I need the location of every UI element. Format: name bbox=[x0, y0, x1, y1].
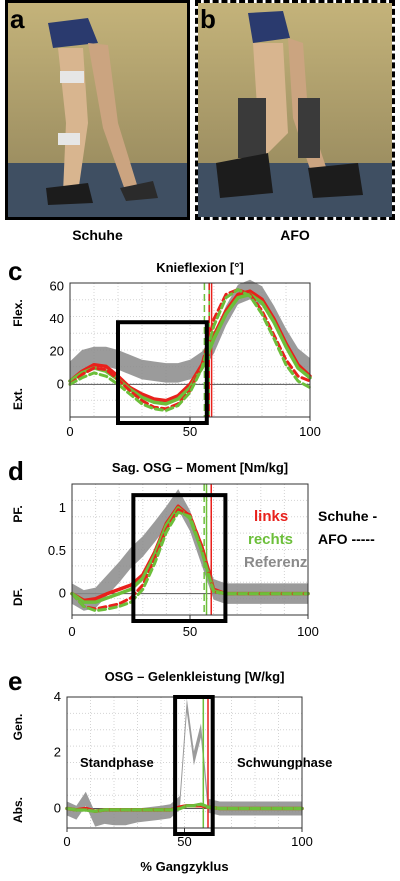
y-label-top: PF. bbox=[11, 505, 25, 522]
caption-afo: AFO bbox=[280, 227, 310, 243]
series-referenz-band bbox=[70, 279, 310, 383]
y-tick-label: 0.5 bbox=[48, 543, 66, 558]
series-rechts_afo bbox=[70, 510, 310, 613]
y-label-top: Gen. bbox=[11, 714, 25, 741]
x-axis-label: % Gangzyklus bbox=[140, 859, 228, 874]
annotation-schwungphase: Schwungphase bbox=[237, 755, 332, 770]
y-tick-label: 0 bbox=[59, 586, 66, 601]
y-label-bottom: Ext. bbox=[11, 388, 25, 410]
y-tick-label: 20 bbox=[50, 344, 64, 359]
x-tick-label: 0 bbox=[68, 624, 75, 639]
legend-links: links bbox=[254, 508, 288, 525]
x-tick-label: 0 bbox=[66, 424, 73, 439]
y-tick-label: 0 bbox=[54, 800, 61, 815]
series-rechts_afo bbox=[68, 288, 312, 412]
y-label-bottom: DF. bbox=[11, 588, 25, 606]
highlight-box bbox=[116, 320, 209, 425]
series-rechts_afo bbox=[65, 802, 304, 813]
annotation-standphase: Standphase bbox=[80, 755, 154, 770]
chart-title: OSG – Gelenkleistung [W/kg] bbox=[105, 669, 285, 684]
chart-osg-moment: d Sag. OSG – Moment [Nm/kg] 0 50 100 0 0.5 1 PF.… bbox=[8, 456, 377, 639]
panel-letter-c: c bbox=[8, 256, 22, 286]
caption-schuhe: Schuhe bbox=[72, 227, 123, 243]
panel-letter-a: a bbox=[10, 4, 25, 34]
y-tick-label: 60 bbox=[50, 278, 64, 293]
legend-referenz: Referenz bbox=[244, 554, 307, 571]
series-referenz-band bbox=[67, 698, 302, 827]
series-links_afo bbox=[70, 508, 310, 611]
chart-osg-gelenkleistung: e OSG – Gelenkleistung [W/kg] 0 50 100 0 2 4 Gen… bbox=[8, 666, 332, 874]
y-label-bottom: Abs. bbox=[11, 797, 25, 823]
x-tick-label: 100 bbox=[299, 424, 321, 439]
legend-rechts: rechts bbox=[248, 531, 293, 548]
panel-letter-d: d bbox=[8, 456, 24, 486]
y-tick-label: 2 bbox=[54, 745, 61, 760]
legend-afo: AFO ----- bbox=[318, 531, 375, 547]
x-tick-label: 100 bbox=[291, 834, 313, 849]
x-tick-label: 100 bbox=[297, 624, 319, 639]
y-tick-label: 40 bbox=[50, 311, 64, 326]
photo-schuhe bbox=[5, 0, 190, 220]
photo-afo bbox=[195, 0, 395, 220]
panel-letter-b: b bbox=[200, 4, 216, 34]
panel-letter-e: e bbox=[8, 666, 22, 696]
x-tick-label: 0 bbox=[63, 834, 70, 849]
legend-schuhe: Schuhe - bbox=[318, 508, 377, 524]
chart-title: Sag. OSG – Moment [Nm/kg] bbox=[112, 460, 288, 475]
y-tick-label: 1 bbox=[59, 500, 66, 515]
y-tick-label: 4 bbox=[54, 689, 61, 704]
chart-knieflexion: c Knieflexion [°] 0 50 100 0 20 40 60 Flex. Ext. bbox=[8, 256, 321, 439]
x-tick-label: 50 bbox=[177, 834, 191, 849]
y-tick-label: 0 bbox=[57, 376, 64, 391]
x-tick-label: 50 bbox=[183, 624, 197, 639]
x-tick-label: 50 bbox=[183, 424, 197, 439]
highlight-box bbox=[131, 493, 228, 623]
highlight-box bbox=[173, 695, 215, 836]
y-label-top: Flex. bbox=[11, 299, 25, 326]
chart-title: Knieflexion [°] bbox=[156, 260, 244, 275]
